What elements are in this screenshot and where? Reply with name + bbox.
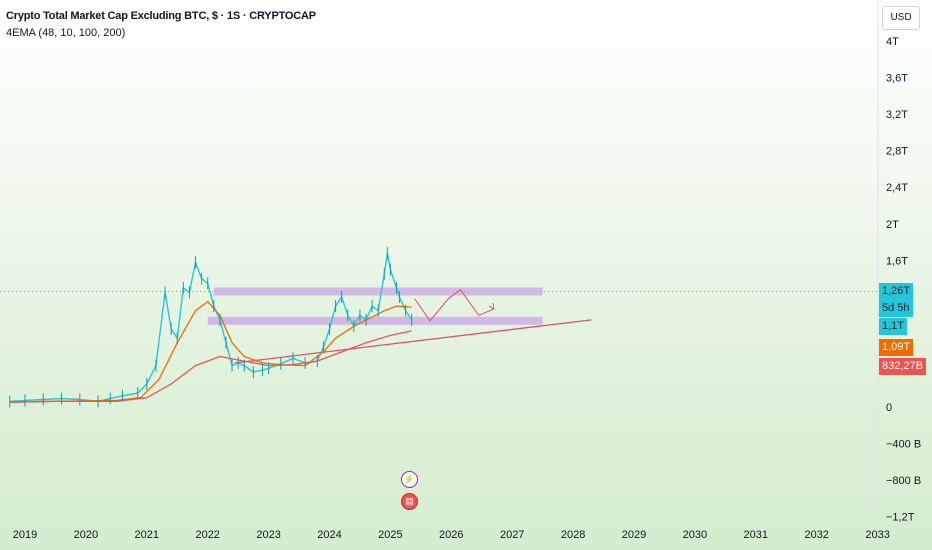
x-tick-label: 2022 (195, 529, 219, 541)
price-tag-ema-2: 1,09T (879, 339, 914, 356)
y-tick-label: 2,4T (886, 182, 908, 194)
x-tick-label: 2029 (622, 529, 646, 541)
y-tick-label: 3,2T (886, 109, 908, 121)
x-tick-label: 2033 (865, 529, 889, 541)
x-tick-label: 2020 (74, 529, 98, 541)
x-tick-label: 2023 (256, 529, 280, 541)
y-tick-label: 1,6T (886, 255, 908, 267)
x-tick-label: 2030 (683, 529, 707, 541)
x-tick-label: 2032 (804, 529, 828, 541)
y-tick-label: −800 B (886, 475, 921, 487)
price-tag-ema-3: 832,27B (879, 358, 926, 375)
x-tick-label: 2028 (561, 529, 585, 541)
range-zone (207, 316, 543, 325)
currency-button[interactable]: USD (882, 6, 920, 30)
y-tick-label: 2,8T (886, 146, 908, 158)
projection-arrowhead (488, 302, 495, 310)
y-tick-label: 4T (886, 36, 899, 48)
y-tick-label: −400 B (886, 438, 921, 450)
x-tick-label: 2025 (378, 529, 402, 541)
lightning-icon[interactable]: ⚡ (401, 471, 418, 488)
y-tick-label: −1,2T (886, 512, 915, 524)
x-tick-label: 2024 (317, 529, 341, 541)
price-tag-countdown: 5d 5h (879, 300, 913, 317)
y-tick-label: 3,6T (886, 72, 908, 84)
projection-path (414, 288, 495, 322)
x-tick-label: 2027 (500, 529, 524, 541)
chart-title: Crypto Total Market Cap Excluding BTC, $… (6, 10, 316, 22)
indicator-legend[interactable]: 4EMA (48, 10, 100, 200) (6, 27, 126, 39)
x-tick-label: 2019 (13, 529, 37, 541)
x-tick-label: 2021 (135, 529, 159, 541)
series-line-ema_slow (9, 330, 412, 403)
flag-event-icon[interactable]: ▤ (401, 493, 418, 510)
support-trendline (235, 319, 592, 364)
y-tick-label: 0 (886, 402, 892, 414)
range-zone (213, 287, 543, 296)
x-tick-label: 2031 (744, 529, 768, 541)
y-tick-label: 2T (886, 219, 899, 231)
price-tag-ema-1: 1,1T (879, 318, 908, 335)
x-tick-label: 2026 (439, 529, 463, 541)
series-line-ema_fast (9, 300, 412, 403)
price-tag-current: 1,26T (879, 283, 914, 300)
